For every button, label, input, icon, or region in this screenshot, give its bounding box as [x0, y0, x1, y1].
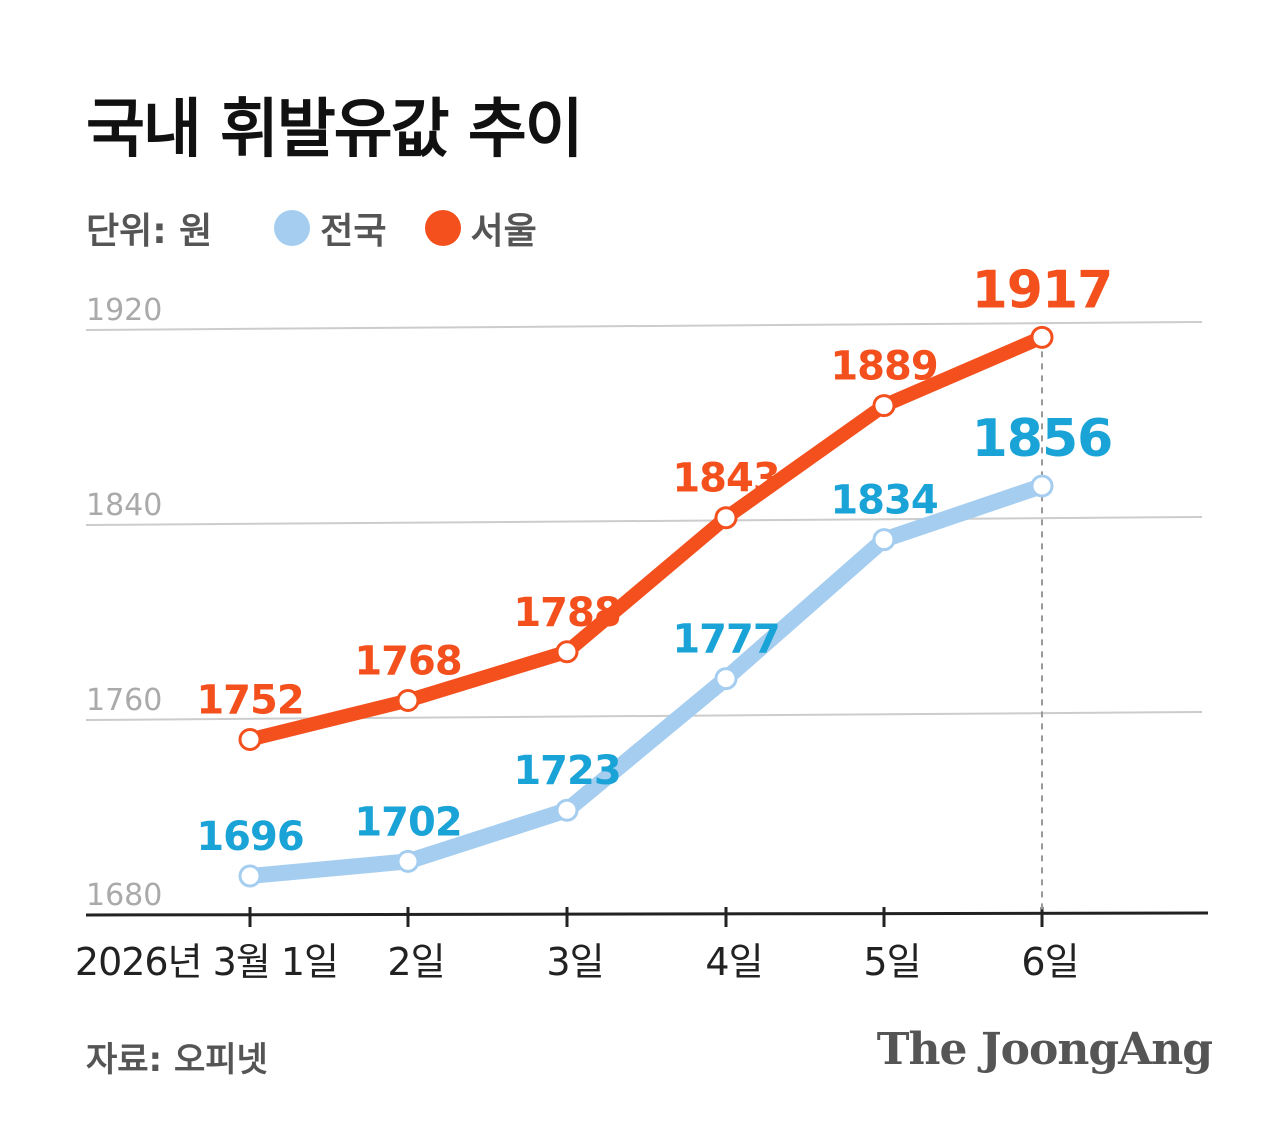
chart-title: 국내 휘발유값 추이: [86, 93, 584, 167]
legend-national-label: 전국: [320, 211, 387, 252]
data-point-seoul-5: [1030, 325, 1054, 349]
legend: 단위: 원 전국 서울: [86, 200, 575, 256]
data-point-national-4: [872, 528, 896, 552]
data-label-national-2: 1723: [513, 748, 620, 794]
data-label-national-5: 1856: [972, 409, 1113, 469]
line-chart: 1680 1760 1840 1920 2026년 3월 1일 2일 3일 4일 5일 6일 169…: [75, 260, 1209, 984]
x-tick-label-2: 3일: [546, 940, 603, 984]
unit-label: 단위: 원: [86, 211, 213, 252]
data-label-national-3: 1777: [672, 617, 779, 663]
y-tick-label-1760: 1760: [86, 683, 162, 718]
legend-item-seoul: 서울: [424, 202, 537, 254]
y-tick-label-1680: 1680: [86, 878, 162, 913]
data-label-national-4: 1834: [830, 478, 937, 524]
data-point-national-3: [714, 667, 738, 691]
x-tick-label-1: 2일: [387, 940, 444, 984]
data-label-seoul-4: 1889: [830, 344, 937, 390]
data-point-national-0: [238, 864, 262, 888]
y-tick-label-1840: 1840: [86, 488, 162, 523]
data-label-national-0: 1696: [196, 814, 303, 860]
data-label-national-1: 1702: [354, 799, 461, 845]
data-label-seoul-2: 1788: [513, 590, 620, 636]
data-label-seoul-5: 1917: [972, 260, 1113, 320]
gridline-1760: [85, 711, 1203, 721]
gridline-1920: [85, 321, 1203, 331]
data-point-seoul-0: [238, 728, 262, 751]
x-tick-label-3: 4일: [705, 940, 762, 984]
data-point-national-2: [555, 798, 579, 822]
legend-seoul-label: 서울: [470, 211, 537, 252]
x-tick-label-4: 5일: [863, 940, 920, 984]
data-label-seoul-3: 1843: [672, 456, 779, 502]
series-line-seoul: [243, 330, 1049, 747]
legend-national-swatch: [274, 210, 311, 246]
data-point-national-1: [396, 849, 420, 873]
data-label-seoul-1: 1768: [354, 639, 461, 685]
legend-seoul-swatch: [424, 210, 461, 246]
x-tick-label-5: 6일: [1021, 940, 1078, 984]
x-tick-label-0: 2026년 3월 1일: [75, 940, 338, 984]
x-axis-line: [85, 911, 1209, 917]
data-point-seoul-3: [714, 506, 738, 530]
y-tick-label-1920: 1920: [86, 293, 162, 328]
data-point-seoul-1: [396, 689, 420, 712]
data-point-national-5: [1030, 474, 1054, 498]
data-label-seoul-0: 1752: [196, 678, 303, 724]
legend-item-national: 전국: [274, 202, 387, 254]
data-point-seoul-2: [555, 640, 579, 664]
data-point-seoul-4: [872, 394, 896, 418]
gridline-1840: [85, 516, 1203, 526]
series-line-national: [242, 478, 1050, 884]
source-note: 자료: 오피넷: [86, 1040, 268, 1080]
brand-logo: The JoongAng: [876, 1024, 1213, 1075]
